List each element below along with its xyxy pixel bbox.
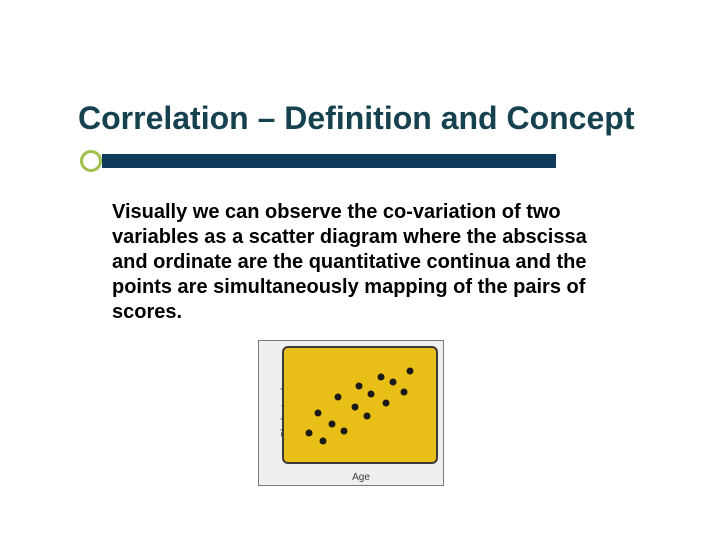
scatter-point [314,409,321,416]
slide: Correlation – Definition and Concept Vis… [0,0,720,540]
scatter-point [351,403,358,410]
figure-panel [282,346,438,464]
scatter-point [363,413,370,420]
figure-xlabel: Age [258,472,444,483]
rule-bullet-icon [80,150,102,172]
scatter-point [305,430,312,437]
scatter-point [390,379,397,386]
scatter-point [355,383,362,390]
scatter-point [383,400,390,407]
title-rule [80,150,556,180]
scatter-point [367,390,374,397]
scatter-point [407,368,414,375]
scatter-figure: Cholesterol Age [258,340,444,486]
scatter-point [320,437,327,444]
scatter-point [334,394,341,401]
body-text: Visually we can observe the co-variation… [112,200,622,325]
scatter-point [329,420,336,427]
scatter-point [341,428,348,435]
slide-title: Correlation – Definition and Concept [78,100,634,137]
rule-bar [102,154,556,168]
scatter-plot-area [294,358,426,452]
scatter-point [400,388,407,395]
scatter-point [378,373,385,380]
